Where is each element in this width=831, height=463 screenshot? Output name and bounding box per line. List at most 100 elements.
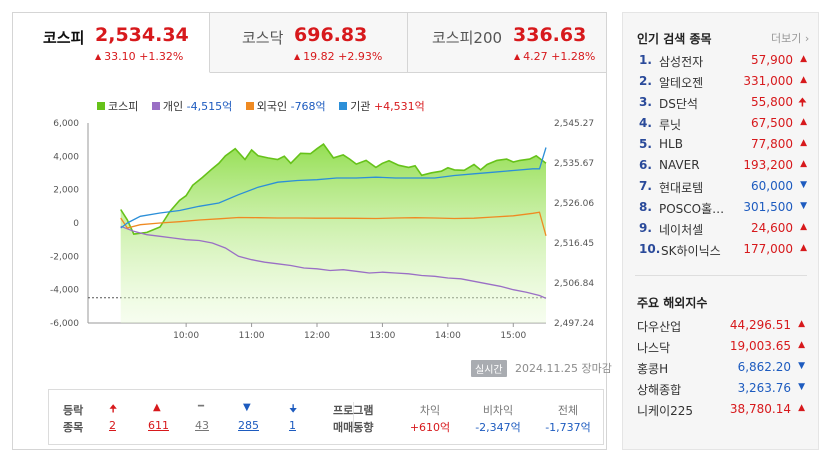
program-col-label: 전체 [557, 404, 579, 417]
program-label: 프로그램 [333, 404, 374, 417]
x-tick-label: 12:00 [304, 331, 330, 341]
tab-kospi[interactable]: 코스피 2,534.34 ▲ 33.10 +1.32% [13, 13, 210, 73]
up-triangle-icon: ▲ [800, 159, 807, 169]
up-triangle-icon: ▲ [798, 403, 805, 413]
legend-institution[interactable]: 기관 +4,531억 [339, 100, 425, 113]
tab-name: 코스닥 [242, 29, 284, 47]
program-label: 매매동향 [333, 421, 374, 434]
world-index-item[interactable]: 다우산업 44,296.51 ▲ [637, 318, 805, 334]
program-col-label: 비차익 [482, 404, 514, 417]
down-triangle-icon: ▼ [798, 361, 805, 371]
left-tick-label: 4,000 [53, 152, 79, 162]
limit-up-arrow-icon: 🠉 [797, 96, 807, 109]
stats-divider [353, 402, 354, 432]
breadth-label: 종목 [63, 421, 84, 434]
more-link[interactable]: 더보기 › [771, 32, 810, 45]
right-tick-label: 2,535.67 [554, 159, 594, 169]
x-tick-label: 10:00 [173, 331, 199, 341]
up-triangle-icon: ▲ [800, 75, 807, 85]
up-triangle-icon: ▲ [95, 52, 102, 61]
program-total-value: -1,737억 [545, 421, 591, 434]
down-triangle-icon: ▼ [800, 201, 807, 211]
series-line-외국인 [120, 211, 547, 236]
up-triangle-icon: ▲ [800, 117, 807, 127]
popular-item[interactable]: 8. POSCO홀… 301,500 ▼ [639, 200, 807, 216]
right-tick-label: 2,506.84 [554, 279, 594, 289]
kospi-area [120, 144, 546, 323]
market-panel: 코스피 2,534.34 ▲ 33.10 +1.32% 코스닥 696.83 ▲ 1… [12, 12, 612, 450]
down-triangle-icon: ▼ [798, 382, 805, 392]
x-tick-label: 15:00 [500, 331, 526, 341]
popular-item[interactable]: 4. 루닛 67,500 ▲ [639, 116, 807, 132]
popular-item[interactable]: 2. 알테오젠 331,000 ▲ [639, 74, 807, 90]
chevron-right-icon: › [804, 32, 810, 45]
series-line-기관 [120, 147, 547, 229]
popular-item[interactable]: 9. 네이처셀 24,600 ▲ [639, 221, 807, 237]
up-count[interactable]: 611 [148, 419, 169, 432]
breadth-label: 등락 [63, 404, 84, 417]
world-index-title: 주요 해외지수 [637, 296, 708, 310]
right-tick-label: 2,497.24 [554, 319, 594, 329]
flat-count[interactable]: 43 [195, 419, 209, 432]
legend-swatch [151, 102, 160, 110]
index-tabs: 코스피 2,534.34 ▲ 33.10 +1.32% 코스닥 696.83 ▲ 1… [13, 13, 606, 73]
tab-value: 2,534.34 [95, 24, 189, 46]
realtime-badge: 실시간 [471, 360, 507, 377]
down-triangle-icon: ▼ [800, 180, 807, 190]
limit-up-arrow-icon: 🠉 [109, 404, 118, 415]
limit-down-count[interactable]: 1 [289, 419, 296, 432]
world-index-item[interactable]: 니케이225 38,780.14 ▲ [637, 402, 805, 418]
popular-item[interactable]: 10. SK하이닉스 177,000 ▲ [639, 242, 807, 258]
down-count[interactable]: 285 [238, 419, 259, 432]
up-triangle-icon: ▲ [800, 222, 807, 232]
popular-title: 인기 검색 종목 [637, 32, 712, 46]
left-tick-label: -2,000 [50, 252, 79, 262]
tab-change: ▲ 33.10 +1.32% [95, 50, 184, 63]
side-panel: 인기 검색 종목 더보기 › 1. 삼성전자 57,900 ▲ 2. 알테오젠 331,0… [622, 12, 819, 450]
legend-kospi[interactable]: 코스피 [97, 100, 138, 113]
popular-item[interactable]: 5. HLB 77,800 ▲ [639, 137, 807, 151]
right-tick-label: 2,516.45 [554, 239, 594, 249]
tab-value: 336.63 [513, 24, 587, 46]
tab-kospi200[interactable]: 코스피200 336.63 ▲ 4.27 +1.28% [408, 13, 606, 73]
limit-up-count[interactable]: 2 [109, 419, 116, 432]
series-line-코스피 [120, 142, 547, 235]
up-triangle-icon: ▲ [294, 52, 301, 61]
popular-item[interactable]: 7. 현대로템 60,000 ▼ [639, 179, 807, 195]
legend-swatch [97, 102, 105, 110]
world-index-item[interactable]: 상해종합 3,263.76 ▼ [637, 381, 805, 397]
up-triangle-icon: ▲ [800, 138, 807, 148]
side-divider [635, 275, 807, 276]
up-triangle-icon: ▲ [514, 52, 521, 61]
legend-swatch [339, 102, 348, 110]
tab-kosdaq[interactable]: 코스닥 696.83 ▲ 19.82 +2.93% [210, 13, 408, 73]
left-tick-label: -4,000 [50, 286, 79, 296]
limit-down-arrow-icon: 🠋 [289, 404, 298, 415]
down-triangle-icon: ▼ [243, 402, 251, 413]
market-datetime: 2024.11.25 장마감 [515, 362, 612, 375]
x-tick-label: 11:00 [239, 331, 265, 341]
popular-item[interactable]: 3. DS단석 55,800 🠉 [639, 95, 807, 111]
up-triangle-icon: ▲ [800, 243, 807, 253]
left-tick-label: 0 [73, 219, 79, 229]
program-arbitrage-value: +610억 [409, 421, 451, 434]
tab-change: ▲ 4.27 +1.28% [514, 50, 596, 63]
market-stats-box: 등락 종목 🠉 2 ▲ 611 ━ 43 ▼ 285 🠋 1 프로그램 매매동향… [48, 389, 604, 445]
program-col-label: 차익 [419, 404, 441, 417]
world-index-item[interactable]: 나스닥 19,003.65 ▲ [637, 339, 805, 355]
popular-item[interactable]: 6. NAVER 193,200 ▲ [639, 158, 807, 172]
left-tick-label: 6,000 [53, 119, 79, 129]
right-tick-label: 2,526.06 [554, 199, 594, 209]
tab-name: 코스피200 [432, 29, 503, 47]
legend-swatch [245, 102, 254, 110]
left-tick-label: -6,000 [50, 319, 79, 329]
world-index-item[interactable]: 홍콩H 6,862.20 ▼ [637, 360, 805, 376]
up-triangle-icon: ▲ [800, 54, 807, 64]
legend-individual[interactable]: 개인 -4,515억 [151, 100, 232, 113]
program-non-arbitrage-value: -2,347억 [475, 421, 521, 434]
intraday-chart: 6,000 4,000 2,000 0 -2,000 -4,000 -6,000 2,545.… [50, 119, 594, 341]
legend-foreign[interactable]: 외국인 -768억 [245, 100, 326, 113]
chart-legend: 코스피 개인 -4,515억 외국인 -768억 기관 +4,531억 [97, 98, 435, 114]
popular-item[interactable]: 1. 삼성전자 57,900 ▲ [639, 53, 807, 69]
up-triangle-icon: ▲ [798, 340, 805, 350]
